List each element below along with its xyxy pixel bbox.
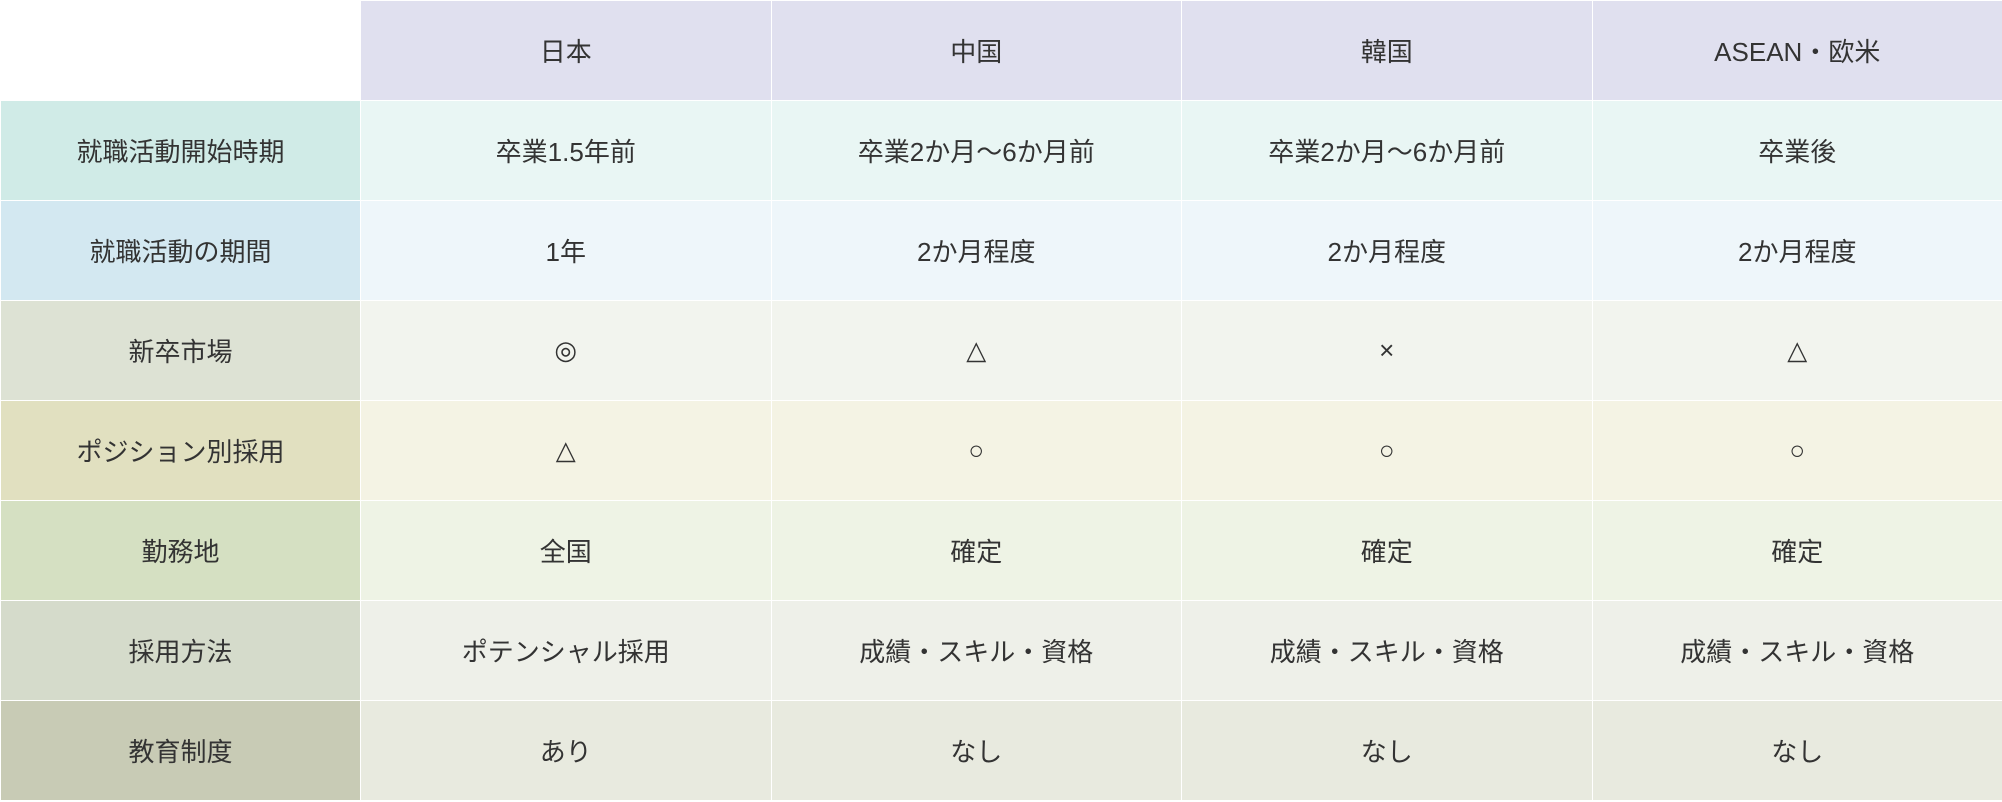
cell: 全国 [361,501,772,601]
row-label: 教育制度 [1,701,361,801]
table-row: 採用方法ポテンシャル採用成績・スキル・資格成績・スキル・資格成績・スキル・資格 [1,601,2002,701]
row-label: 就職活動の期間 [1,201,361,301]
header-col-3: ASEAN・欧米 [1592,1,2002,101]
cell: 2か月程度 [771,201,1182,301]
cell: 1年 [361,201,772,301]
cell: 成績・スキル・資格 [1592,601,2002,701]
cell: 成績・スキル・資格 [771,601,1182,701]
table-row: 就職活動の期間1年2か月程度2か月程度2か月程度 [1,201,2002,301]
cell: あり [361,701,772,801]
cell: △ [771,301,1182,401]
row-label: 就職活動開始時期 [1,101,361,201]
cell: △ [361,401,772,501]
comparison-table: 日本 中国 韓国 ASEAN・欧米 就職活動開始時期卒業1.5年前卒業2か月～6… [0,0,2002,801]
table-row: 就職活動開始時期卒業1.5年前卒業2か月～6か月前卒業2か月～6か月前卒業後 [1,101,2002,201]
cell: ポテンシャル採用 [361,601,772,701]
header-col-0: 日本 [361,1,772,101]
table-row: 新卒市場◎△×△ [1,301,2002,401]
row-label: ポジション別採用 [1,401,361,501]
header-col-2: 韓国 [1182,1,1593,101]
cell: 確定 [1182,501,1593,601]
cell: 確定 [1592,501,2002,601]
row-label: 新卒市場 [1,301,361,401]
cell: なし [771,701,1182,801]
cell: × [1182,301,1593,401]
cell: ◎ [361,301,772,401]
header-blank [1,1,361,101]
cell: ○ [771,401,1182,501]
cell: 2か月程度 [1182,201,1593,301]
table-row: 教育制度ありなしなしなし [1,701,2002,801]
cell: なし [1592,701,2002,801]
cell: 確定 [771,501,1182,601]
cell: なし [1182,701,1593,801]
cell: △ [1592,301,2002,401]
cell: 卒業1.5年前 [361,101,772,201]
cell: 卒業2か月～6か月前 [1182,101,1593,201]
header-row: 日本 中国 韓国 ASEAN・欧米 [1,1,2002,101]
cell: ○ [1592,401,2002,501]
table-row: 勤務地全国確定確定確定 [1,501,2002,601]
row-label: 勤務地 [1,501,361,601]
cell: 2か月程度 [1592,201,2002,301]
cell: ○ [1182,401,1593,501]
row-label: 採用方法 [1,601,361,701]
cell: 成績・スキル・資格 [1182,601,1593,701]
cell: 卒業後 [1592,101,2002,201]
header-col-1: 中国 [771,1,1182,101]
table-row: ポジション別採用△○○○ [1,401,2002,501]
table-body: 就職活動開始時期卒業1.5年前卒業2か月～6か月前卒業2か月～6か月前卒業後就職… [1,101,2002,801]
cell: 卒業2か月～6か月前 [771,101,1182,201]
